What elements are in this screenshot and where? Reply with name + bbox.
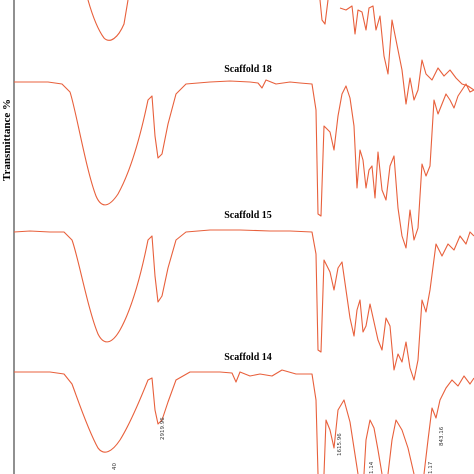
spectrum-line-scaffold-15 bbox=[13, 229, 474, 381]
peak-label-5: 1.17 bbox=[428, 461, 434, 474]
spectrum-line-scaffold-18 bbox=[14, 79, 474, 249]
series-label-scaffold-15: Scaffold 15 bbox=[224, 210, 272, 221]
y-axis-label: Transmittance % bbox=[1, 99, 13, 181]
spectrum-line-scaffold-14 bbox=[14, 369, 474, 474]
series-label-scaffold-18: Scaffold 18 bbox=[224, 64, 272, 75]
peak-label-3: 1615.96 bbox=[337, 433, 343, 456]
series-label-scaffold-14: Scaffold 14 bbox=[224, 352, 272, 363]
peak-label-4: 1.14 bbox=[369, 461, 375, 474]
spectrum-line-top bbox=[87, 0, 474, 105]
peak-label-6: 843.16 bbox=[439, 426, 445, 446]
peak-label-2: 2919.96 bbox=[160, 417, 166, 440]
peak-label-1: 40 bbox=[112, 463, 118, 470]
